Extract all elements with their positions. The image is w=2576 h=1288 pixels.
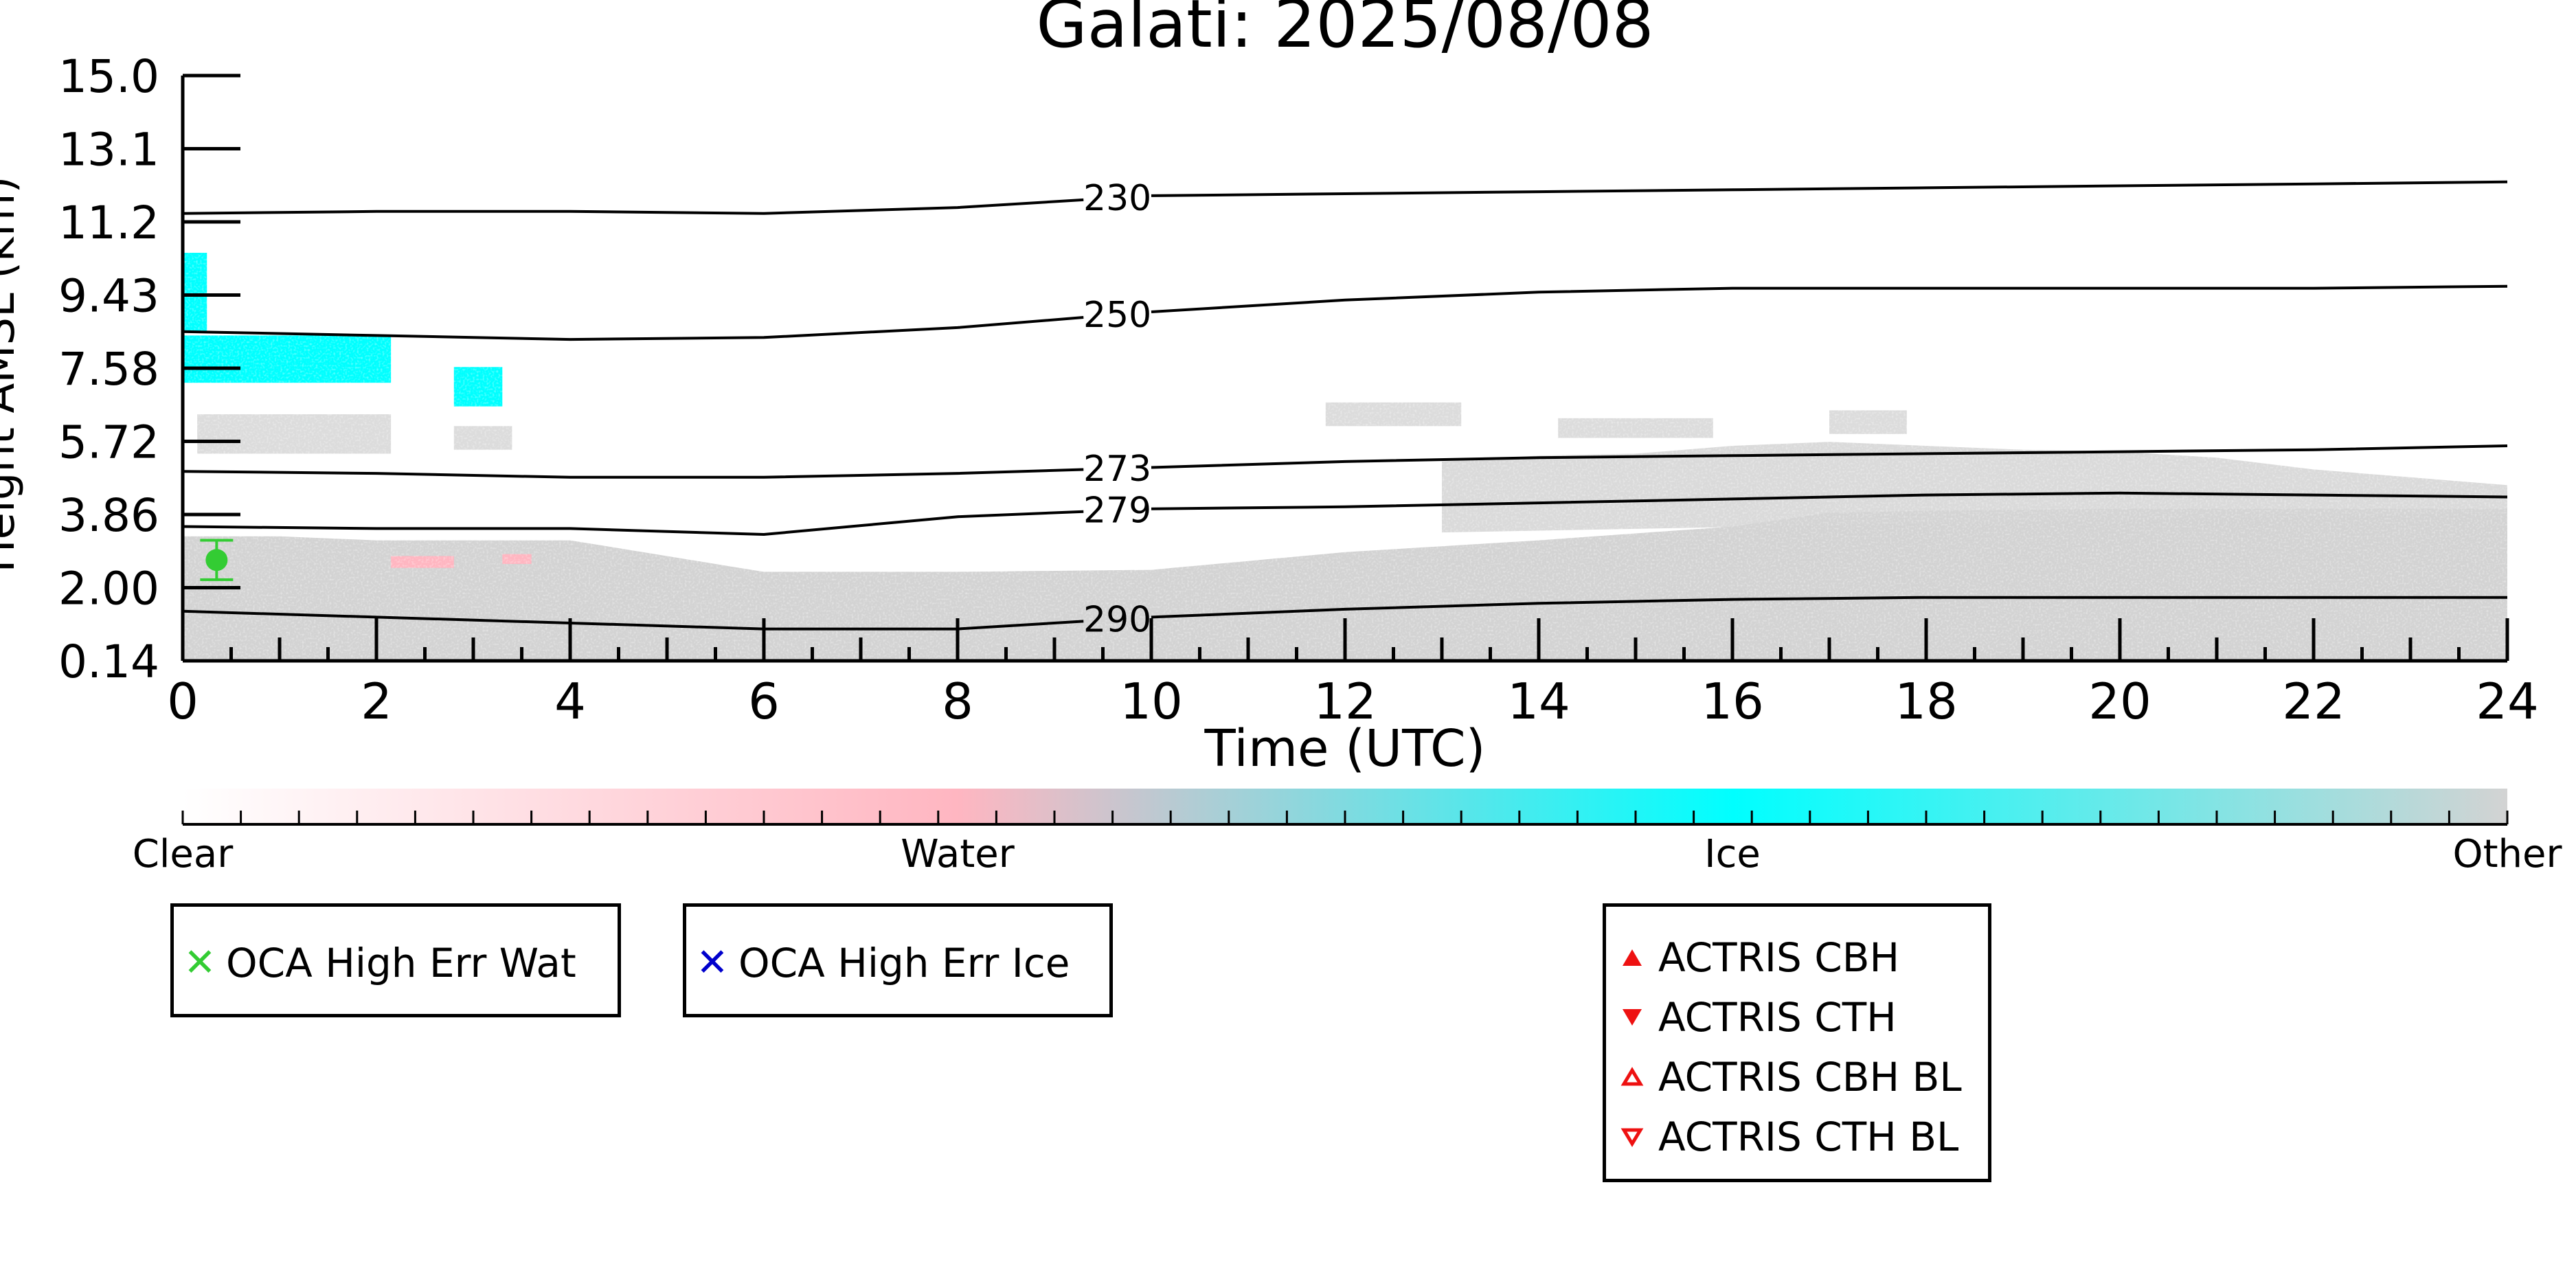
legend-label: ACTRIS CTH BL bbox=[1658, 1114, 1959, 1160]
x-tick-label: 22 bbox=[2282, 673, 2345, 730]
contour-line-250 bbox=[1151, 284, 2508, 313]
legend-item-actris-cbh-bl: ACTRIS CBH BL bbox=[1616, 1054, 1962, 1100]
y-tick-label: 3.86 bbox=[58, 489, 159, 542]
cloud-speckle-overlay bbox=[183, 76, 2507, 661]
contour-line-290 bbox=[1151, 596, 2507, 619]
x-axis-label: Time (UTC) bbox=[1204, 719, 1485, 778]
legend-label: OCA High Err Ice bbox=[738, 940, 1070, 986]
colorbar-labels: Clear Water Ice Other bbox=[133, 832, 2563, 877]
y-tick-label: 15.0 bbox=[58, 50, 159, 103]
open-triangle-up-icon bbox=[1620, 1067, 1644, 1086]
contour-line-230 bbox=[1151, 180, 2508, 197]
x-tick-label: 14 bbox=[1507, 673, 1570, 730]
y-tick-label: 5.72 bbox=[58, 416, 159, 469]
y-tick-label: 11.2 bbox=[58, 196, 159, 249]
open-triangle-down-icon bbox=[1620, 1128, 1644, 1147]
contour-label-250: 250 bbox=[1083, 295, 1151, 336]
contour-line-273 bbox=[182, 468, 1084, 479]
legend-label: ACTRIS CBH BL bbox=[1658, 1054, 1962, 1100]
legend-oca-ice: ✕ OCA High Err Ice bbox=[683, 903, 1113, 1017]
y-axis-label: Height AMSL (km) bbox=[0, 177, 25, 573]
x-tick-label: 2 bbox=[361, 673, 392, 730]
colorbar-ticks bbox=[181, 811, 2509, 824]
x-tick-label: 20 bbox=[2088, 673, 2151, 730]
x-tick-label: 8 bbox=[942, 673, 973, 730]
contour-line-279 bbox=[1151, 491, 2508, 510]
y-tick-label: 13.1 bbox=[58, 124, 159, 177]
x-tick-label: 10 bbox=[1120, 673, 1183, 730]
contour-label-290: 290 bbox=[1083, 599, 1151, 640]
x-tick-label: 24 bbox=[2476, 673, 2539, 730]
contour-line-230 bbox=[182, 198, 1084, 215]
colorbar-label-water: Water bbox=[901, 832, 1015, 877]
x-mark-icon: ✕ bbox=[183, 940, 216, 985]
legend-actris: ACTRIS CBH ACTRIS CTH ACTRIS CBH BL ACTR… bbox=[1603, 903, 1991, 1182]
x-tick-label: 18 bbox=[1895, 673, 1958, 730]
speckle-noise bbox=[183, 76, 2507, 661]
contour-line-273 bbox=[1151, 444, 2508, 469]
y-tick-label: 2.00 bbox=[58, 563, 159, 615]
filled-triangle-up-icon bbox=[1623, 949, 1642, 966]
x-tick-label: 4 bbox=[554, 673, 586, 730]
legend-item-actris-cbh: ACTRIS CBH bbox=[1616, 934, 1899, 981]
filled-triangle-down-icon bbox=[1623, 1009, 1642, 1026]
legend-item-actris-cth: ACTRIS CTH bbox=[1616, 994, 1897, 1041]
x-tick-label: 16 bbox=[1701, 673, 1764, 730]
x-tick-label: 6 bbox=[748, 673, 780, 730]
legend-item-oca-wat: ✕ OCA High Err Wat bbox=[183, 940, 576, 986]
x-tick-label: 0 bbox=[167, 673, 199, 730]
contour-label-230: 230 bbox=[1083, 178, 1151, 219]
contour-line-279 bbox=[182, 510, 1084, 536]
y-tick-label: 7.58 bbox=[58, 343, 159, 396]
legend-item-oca-ice: ✕ OCA High Err Ice bbox=[696, 940, 1070, 986]
colorbar-label-clear: Clear bbox=[133, 832, 234, 877]
oca-point bbox=[205, 549, 228, 572]
chart-title: Galati: 2025/08/08 bbox=[1036, 0, 1653, 63]
legend-label: ACTRIS CBH bbox=[1658, 934, 1900, 981]
colorbar-label-ice: Ice bbox=[1704, 832, 1761, 877]
legend-label: OCA High Err Wat bbox=[226, 940, 576, 986]
contour-label-273: 273 bbox=[1083, 449, 1151, 490]
y-tick-label: 9.43 bbox=[58, 270, 159, 323]
y-axis-ticks: 15.0 13.1 11.2 9.43 7.58 5.72 3.86 2.00 0.14 bbox=[58, 50, 240, 688]
contour-label-279: 279 bbox=[1083, 490, 1151, 532]
colorbar-label-other: Other bbox=[2452, 832, 2562, 877]
x-tick-label: 12 bbox=[1313, 673, 1377, 730]
x-axis-ticks: 0 2 4 6 8 10 12 14 16 18 20 22 24 bbox=[167, 618, 2539, 730]
legend-item-actris-cth-bl: ACTRIS CTH BL bbox=[1616, 1114, 1958, 1160]
y-tick-label: 0.14 bbox=[58, 635, 159, 688]
oca-retrieval bbox=[200, 539, 234, 581]
contour-line-250 bbox=[182, 316, 1084, 341]
x-mark-icon: ✕ bbox=[696, 940, 729, 985]
legend-oca-water: ✕ OCA High Err Wat bbox=[170, 903, 621, 1017]
legend-label: ACTRIS CTH bbox=[1658, 994, 1897, 1041]
contour-line-290 bbox=[182, 609, 1084, 631]
